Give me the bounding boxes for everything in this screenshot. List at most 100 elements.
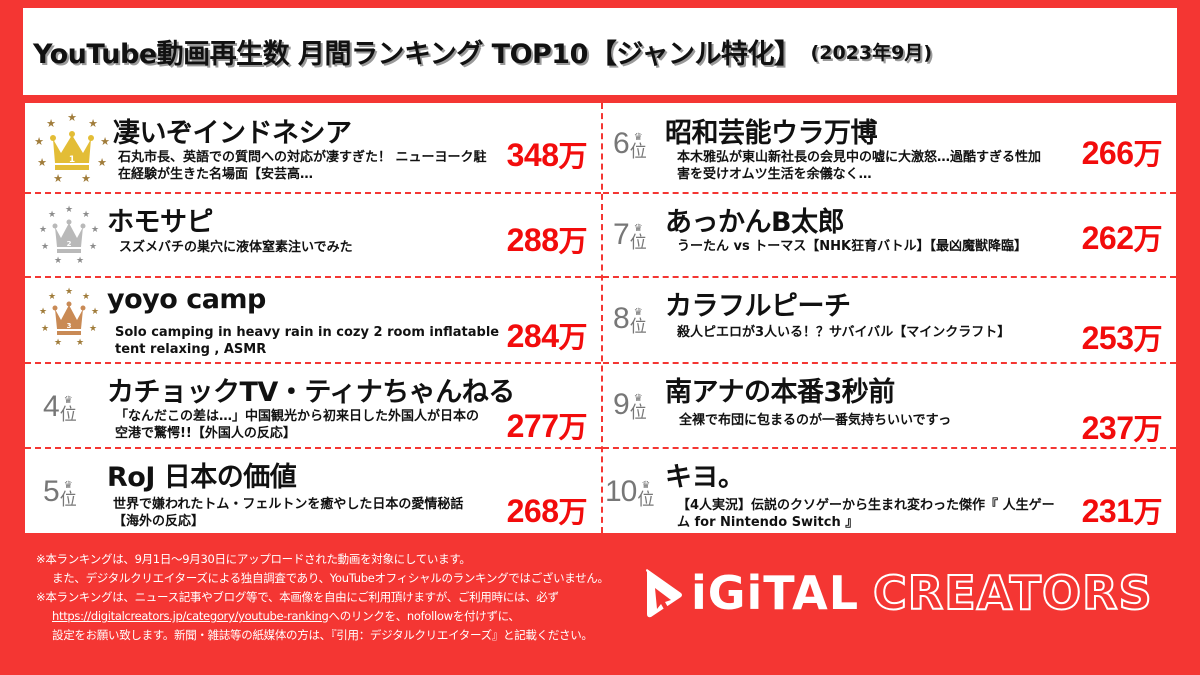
- video-title[interactable]: うーたん vs トーマス【NHK狂育バトル】【最凶魔獣降臨】: [677, 239, 1027, 254]
- svg-text:★: ★: [91, 225, 99, 235]
- video-title[interactable]: 本木雅弘が東山新社長の会見中の嘘に大激怒…過酷すぎる性加害を受けオムツ生活を余儀…: [677, 150, 1042, 182]
- ranking-row-8[interactable]: 8 ♛ 位 カラフルピーチ 殺人ピエロが3人いる！？サバイバル【マインクラフト】 …: [603, 278, 1176, 364]
- view-count: 268万: [506, 493, 588, 529]
- video-title[interactable]: スズメバチの巣穴に液体窒素注いでみた: [119, 240, 353, 255]
- view-count: 284万: [506, 318, 588, 354]
- svg-text:★: ★: [54, 256, 62, 266]
- video-title[interactable]: 全裸で布団に包まるのが一番気持ちいいですっ: [679, 413, 952, 428]
- channel-name[interactable]: キヨ。: [665, 462, 745, 493]
- digital-creators-logo: iGiTAL CREATORS: [643, 565, 1153, 621]
- svg-text:★: ★: [46, 117, 56, 130]
- svg-text:★: ★: [39, 225, 47, 235]
- svg-text:★: ★: [88, 117, 98, 130]
- svg-text:★: ★: [34, 135, 44, 148]
- logo-text-creators: CREATORS: [872, 565, 1153, 621]
- rank-badge: 8 ♛ 位: [613, 302, 647, 336]
- rank-badge: 9 ♛ 位: [613, 388, 647, 422]
- view-count: 237万: [1081, 410, 1163, 446]
- channel-name[interactable]: 南アナの本番3秒前: [665, 377, 895, 408]
- svg-text:★: ★: [65, 205, 73, 215]
- svg-text:★: ★: [48, 292, 56, 302]
- svg-text:2: 2: [67, 240, 72, 248]
- mini-crown-icon: ♛: [633, 223, 643, 234]
- svg-text:★: ★: [100, 135, 110, 148]
- rank-badge: 5 ♛ 位: [43, 475, 77, 509]
- mini-crown-icon: ♛: [63, 480, 73, 491]
- note-link-line: https://digitalcreators.jp/category/yout…: [52, 609, 520, 623]
- view-count: 231万: [1081, 493, 1163, 529]
- svg-text:★: ★: [76, 338, 84, 348]
- channel-name[interactable]: yoyo camp: [107, 284, 266, 315]
- channel-name[interactable]: 凄いぞインドネシア: [113, 118, 352, 149]
- svg-text:★: ★: [41, 242, 49, 252]
- ranking-column-right: 6 ♛ 位 昭和芸能ウラ万博 本木雅弘が東山新社長の会見中の嘘に大激怒…過酷すぎる…: [601, 103, 1176, 533]
- svg-text:★: ★: [53, 172, 63, 185]
- svg-text:1: 1: [69, 155, 75, 165]
- note-citation: 設定をお願い致します。新聞・雑誌等の紙媒体の方は、『引用：デジタルクリエイターズ…: [52, 628, 593, 642]
- ranking-row-10[interactable]: 10 ♛ 位 キヨ。 【4人実況】伝説のクソゲーから生まれ変わった傑作『 人生ゲー…: [603, 449, 1176, 533]
- note-disclaimer: また、デジタルクリエイターズによる独自調査であり、YouTubeオフィシャルのラ…: [52, 571, 609, 585]
- mini-crown-icon: ♛: [63, 395, 73, 406]
- view-count: 288万: [506, 222, 588, 258]
- mini-crown-icon: ♛: [641, 480, 650, 491]
- bronze-crown-icon: ★★ ★ ★ ★★ ★ ★ ★ 3: [39, 287, 99, 348]
- footer-notes: ※本ランキングは、9月1日～9月30日にアップロードされた動画を対象にしています…: [36, 550, 609, 645]
- channel-name[interactable]: カラフルピーチ: [665, 291, 851, 322]
- channel-name[interactable]: ホモサピ: [107, 207, 214, 238]
- svg-text:★: ★: [81, 172, 91, 185]
- ranking-row-7[interactable]: 7 ♛ 位 あっかんB太郎 うーたん vs トーマス【NHK狂育バトル】【最凶魔獣…: [603, 194, 1176, 278]
- svg-text:★: ★: [39, 307, 47, 317]
- svg-text:★: ★: [97, 156, 107, 169]
- view-count: 277万: [506, 408, 588, 444]
- ranking-row-5[interactable]: 5 ♛ 位 RoJ 日本の価値 世界で嫌われたトム・フェルトンを癒やした日本の愛情…: [25, 449, 601, 533]
- svg-text:★: ★: [82, 210, 90, 220]
- ranking-panel: ★ ★ ★ ★ ★ ★ ★ ★ ★ 1 凄いぞインドネシア 石丸市長、英語での質問への対応が…: [25, 103, 1176, 533]
- ranking-row-1[interactable]: ★ ★ ★ ★ ★ ★ ★ ★ ★ 1 凄いぞインドネシア 石丸市長、英語での質問への対応が…: [25, 103, 601, 194]
- svg-text:★: ★: [89, 324, 97, 334]
- ranking-row-4[interactable]: 4 ♛ 位 カチョックTV・ティナちゃんねる 「なんだこの差は…」中国観光から初来…: [25, 364, 601, 449]
- ranking-link[interactable]: https://digitalcreators.jp/category/yout…: [52, 609, 329, 623]
- view-count: 253万: [1081, 320, 1163, 356]
- note-usage: ※本ランキングは、ニュース記事やブログ等で、本画像を自由にご利用頂けますが、ご利…: [36, 590, 559, 604]
- genre-label: 【ジャンル特化】: [590, 32, 801, 71]
- video-title[interactable]: 「なんだこの差は…」中国観光から初来日した外国人が日本の空港で驚愕!!【外国人の…: [115, 409, 480, 441]
- logo-text-digital: iGiTAL: [691, 566, 860, 620]
- rank-badge: 10 ♛ 位: [605, 475, 654, 509]
- ranking-row-6[interactable]: 6 ♛ 位 昭和芸能ウラ万博 本木雅弘が東山新社長の会見中の嘘に大激怒…過酷すぎる…: [603, 103, 1176, 194]
- video-title[interactable]: Solo camping in heavy rain in cozy 2 roo…: [115, 325, 500, 357]
- ranking-row-3[interactable]: ★ ★ ★ ★ ★ ★ ★ ★ ★ 3 yoyo camp Solo camping in …: [25, 278, 601, 364]
- channel-name[interactable]: RoJ 日本の価値: [107, 462, 297, 493]
- ranking-row-2[interactable]: ★ ★ ★ ★ ★ ★ ★ ★ ★ 2 ホモサピ スズメバチの巣穴に液体窒素注いでみた 28…: [25, 194, 601, 278]
- mini-crown-icon: ♛: [633, 393, 643, 404]
- svg-text:★: ★: [82, 292, 90, 302]
- view-count: 266万: [1081, 135, 1163, 171]
- view-count: 348万: [506, 137, 588, 173]
- rank-badge: 6 ♛ 位: [613, 127, 647, 161]
- channel-name[interactable]: 昭和芸能ウラ万博: [665, 118, 878, 149]
- mini-crown-icon: ♛: [633, 307, 643, 318]
- svg-text:★: ★: [65, 287, 73, 297]
- video-title[interactable]: 殺人ピエロが3人いる！？サバイバル【マインクラフト】: [677, 325, 1011, 340]
- svg-text:★: ★: [91, 307, 99, 317]
- svg-text:★: ★: [54, 338, 62, 348]
- video-title[interactable]: 世界で嫌われたトム・フェルトンを癒やした日本の愛情秘話【海外の反応】: [113, 497, 464, 529]
- mini-crown-icon: ♛: [633, 132, 643, 143]
- rank-badge: 4 ♛ 位: [43, 390, 77, 424]
- svg-text:★: ★: [48, 210, 56, 220]
- svg-text:3: 3: [67, 322, 72, 330]
- video-title[interactable]: 石丸市長、英語での質問への対応が凄すぎた！ ニューヨーク駐在経験が生きた名場面【…: [118, 150, 487, 182]
- svg-text:★: ★: [37, 156, 47, 169]
- page-title: YouTube動画再生数 月間ランキング TOP10: [33, 39, 588, 70]
- rank-badge: 7 ♛ 位: [613, 218, 647, 252]
- svg-text:★: ★: [67, 111, 77, 124]
- video-title[interactable]: 【4人実況】伝説のクソゲーから生まれ変わった傑作『 人生ゲーム for Nint…: [677, 498, 1055, 530]
- silver-crown-icon: ★★ ★ ★ ★★ ★ ★ ★ 2: [39, 205, 99, 266]
- svg-text:★: ★: [41, 324, 49, 334]
- period-label: (2023年9月): [810, 42, 933, 64]
- channel-name[interactable]: あっかんB太郎: [665, 207, 845, 238]
- ranking-column-left: ★ ★ ★ ★ ★ ★ ★ ★ ★ 1 凄いぞインドネシア 石丸市長、英語での質問への対応が…: [25, 103, 601, 533]
- channel-name[interactable]: カチョックTV・ティナちゃんねる: [107, 377, 515, 408]
- note-period: ※本ランキングは、9月1日～9月30日にアップロードされた動画を対象にしています…: [36, 552, 471, 566]
- ranking-row-9[interactable]: 9 ♛ 位 南アナの本番3秒前 全裸で布団に包まるのが一番気持ちいいですっ 237…: [603, 364, 1176, 449]
- svg-text:★: ★: [89, 242, 97, 252]
